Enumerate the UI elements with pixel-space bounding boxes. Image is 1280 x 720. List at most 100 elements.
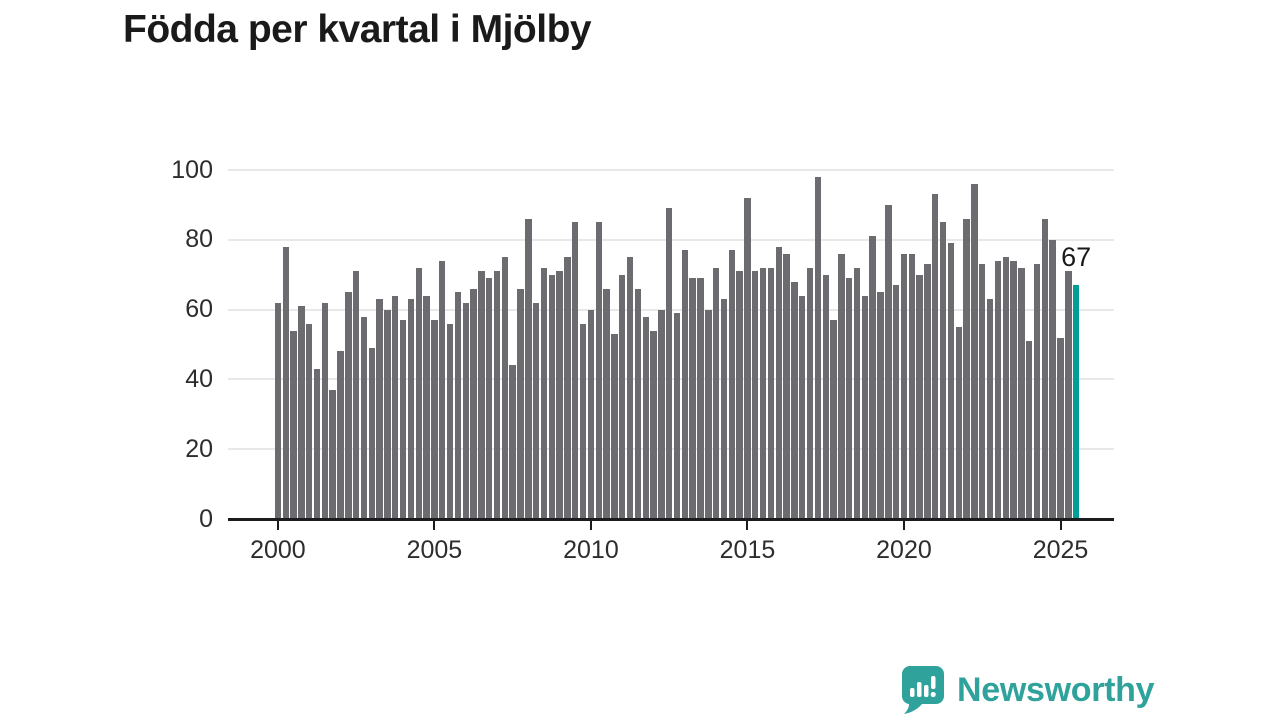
x-tick-mark <box>902 520 905 530</box>
bar <box>791 281 798 519</box>
bar <box>1041 218 1049 519</box>
y-tick-label: 60 <box>185 295 213 324</box>
newsworthy-logo-icon <box>901 666 944 714</box>
bar <box>775 246 782 519</box>
bar <box>806 267 814 519</box>
bar <box>861 295 869 519</box>
bar <box>399 320 407 519</box>
bar <box>501 257 509 519</box>
bar <box>525 218 532 519</box>
bar <box>1049 239 1056 519</box>
bar <box>728 250 735 519</box>
bar <box>986 299 994 519</box>
bar <box>689 278 696 519</box>
bar <box>595 222 602 519</box>
bar <box>681 250 689 519</box>
bar <box>329 389 336 519</box>
y-tick-label: 80 <box>185 225 213 254</box>
bar <box>298 306 305 519</box>
bar <box>634 288 642 519</box>
y-tick-label: 100 <box>171 155 213 184</box>
bar <box>306 323 313 519</box>
bar <box>462 302 469 519</box>
bar <box>493 271 501 519</box>
bar <box>415 267 422 519</box>
bar <box>783 253 790 519</box>
bar <box>838 253 845 519</box>
newsworthy-logo[interactable]: Newsworthy <box>898 666 1155 714</box>
x-tick-mark <box>276 520 279 530</box>
bar <box>900 253 908 519</box>
bar <box>290 330 297 519</box>
x-tick-mark <box>433 520 436 530</box>
bar <box>603 288 610 519</box>
bar <box>1002 257 1009 519</box>
bar <box>368 347 375 519</box>
bar <box>337 351 344 519</box>
bar <box>877 292 884 519</box>
bar <box>1033 264 1041 519</box>
bar <box>392 295 399 519</box>
bar <box>1057 337 1064 519</box>
bar <box>759 267 767 519</box>
bar <box>345 292 352 519</box>
x-axis-line <box>228 517 1114 521</box>
bar <box>407 299 415 519</box>
bar <box>673 313 681 519</box>
bar <box>971 183 978 519</box>
bar <box>712 267 720 519</box>
bar <box>963 218 970 519</box>
newsworthy-logo-text: Newsworthy <box>957 671 1155 709</box>
bar <box>439 260 446 519</box>
bar <box>720 299 728 519</box>
bar <box>892 285 900 519</box>
bar-annotation: 67 <box>1061 242 1092 273</box>
y-gridline <box>228 169 1114 171</box>
bar <box>1018 267 1025 519</box>
bar <box>853 267 861 519</box>
bar <box>658 309 665 519</box>
y-tick-label: 0 <box>199 504 213 533</box>
bar <box>431 320 438 519</box>
bar <box>799 295 806 519</box>
bar <box>705 309 712 519</box>
bar <box>423 295 430 519</box>
bar <box>321 302 329 519</box>
bar <box>587 309 595 519</box>
bar <box>626 257 634 519</box>
bar <box>611 334 618 519</box>
bar <box>478 271 485 519</box>
bar <box>509 365 516 519</box>
y-tick-label: 40 <box>185 364 213 393</box>
bar <box>619 274 626 519</box>
bar <box>360 316 368 519</box>
bar <box>994 260 1002 519</box>
bar <box>767 267 775 519</box>
bar <box>814 176 822 519</box>
bar <box>352 271 360 519</box>
x-tick-label: 2005 <box>406 536 463 564</box>
bar <box>697 278 704 519</box>
bar <box>908 253 915 519</box>
bar <box>752 271 759 519</box>
bar <box>384 309 391 519</box>
bar <box>744 197 751 519</box>
x-tick-label: 2020 <box>876 536 932 564</box>
x-tick-mark <box>589 520 592 530</box>
x-tick-label: 2000 <box>250 536 306 564</box>
bar <box>579 323 587 519</box>
bar <box>830 320 837 519</box>
bar <box>885 204 892 519</box>
bar <box>955 327 962 519</box>
bar <box>486 278 493 519</box>
bar <box>947 243 955 519</box>
bar <box>564 257 571 519</box>
y-tick-label: 20 <box>185 434 213 463</box>
bar <box>822 274 829 519</box>
x-tick-label: 2025 <box>1032 536 1089 564</box>
page-title: Födda per kvartal i Mjölby <box>123 8 592 51</box>
bar <box>1010 260 1017 519</box>
bar <box>736 271 743 519</box>
bar <box>916 274 923 519</box>
